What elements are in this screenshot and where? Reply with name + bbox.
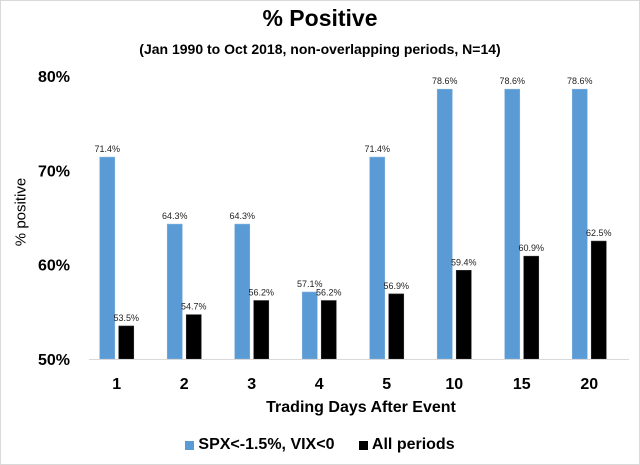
x-tick-label: 15: [513, 376, 531, 393]
bar-spx: [166, 223, 183, 360]
legend-swatch-spx: [185, 440, 195, 450]
bar-all-periods: [118, 325, 135, 360]
data-label-all-periods: 56.2%: [316, 288, 342, 298]
bar-all-periods: [388, 293, 405, 360]
data-label-spx: 71.4%: [364, 144, 390, 154]
data-label-spx: 71.4%: [94, 144, 120, 154]
bar-all-periods: [590, 240, 607, 360]
data-label-all-periods: 54.7%: [181, 302, 207, 312]
data-label-spx: 64.3%: [162, 211, 188, 221]
bar-all-periods: [523, 255, 540, 360]
bar-all-periods: [185, 314, 202, 360]
legend-swatch-all-periods: [358, 440, 368, 450]
bar-spx: [504, 88, 521, 360]
x-tick-label: 4: [315, 376, 324, 393]
data-label-all-periods: 62.5%: [586, 228, 612, 238]
data-label-all-periods: 60.9%: [518, 243, 544, 253]
y-tick-label: 60%: [38, 258, 70, 275]
legend-label-spx: SPX<-1.5%, VIX<0: [198, 436, 335, 453]
chart-subtitle: (Jan 1990 to Oct 2018, non-overlapping p…: [139, 41, 501, 57]
bar-spx: [571, 88, 588, 360]
data-label-spx: 78.6%: [499, 76, 525, 86]
data-label-all-periods: 56.2%: [248, 288, 274, 298]
x-tick-label: 2: [180, 376, 189, 393]
y-tick-label: 80%: [38, 69, 70, 86]
legend-item-all-periods: All periods: [358, 436, 455, 454]
bar-all-periods: [455, 270, 472, 360]
x-tick-label: 20: [580, 376, 598, 393]
y-tick-label: 70%: [38, 163, 70, 180]
x-tick-label: 1: [112, 376, 121, 393]
bar-spx: [436, 88, 453, 360]
data-label-spx: 64.3%: [229, 211, 255, 221]
bar-chart: 50% 60% 70% 80% 71.4% 53.5% 1 64.3% 54.7% 2 64.3% 5…: [38, 69, 629, 393]
data-label-spx: 57.1%: [297, 279, 323, 289]
data-label-all-periods: 56.9%: [383, 281, 409, 291]
bar-all-periods: [253, 300, 270, 360]
data-label-spx: 78.6%: [567, 76, 593, 86]
legend-label-all-periods: All periods: [371, 436, 455, 453]
x-tick-label: 5: [382, 376, 391, 393]
x-tick-label: 10: [445, 376, 463, 393]
data-label-all-periods: 53.5%: [113, 313, 139, 323]
chart-title: % Positive: [262, 5, 378, 31]
bar-spx: [369, 156, 386, 360]
bar-all-periods: [320, 300, 337, 360]
x-axis-label: Trading Days After Event: [266, 399, 456, 416]
data-label-all-periods: 59.4%: [451, 257, 477, 267]
legend-item-spx: SPX<-1.5%, VIX<0: [185, 436, 334, 454]
bar-spx: [99, 156, 116, 360]
legend: SPX<-1.5%, VIX<0 All periods: [1, 436, 639, 455]
data-label-spx: 78.6%: [432, 76, 458, 86]
x-tick-label: 3: [247, 376, 256, 393]
y-tick-label: 50%: [38, 352, 70, 369]
bar-spx: [301, 291, 318, 360]
